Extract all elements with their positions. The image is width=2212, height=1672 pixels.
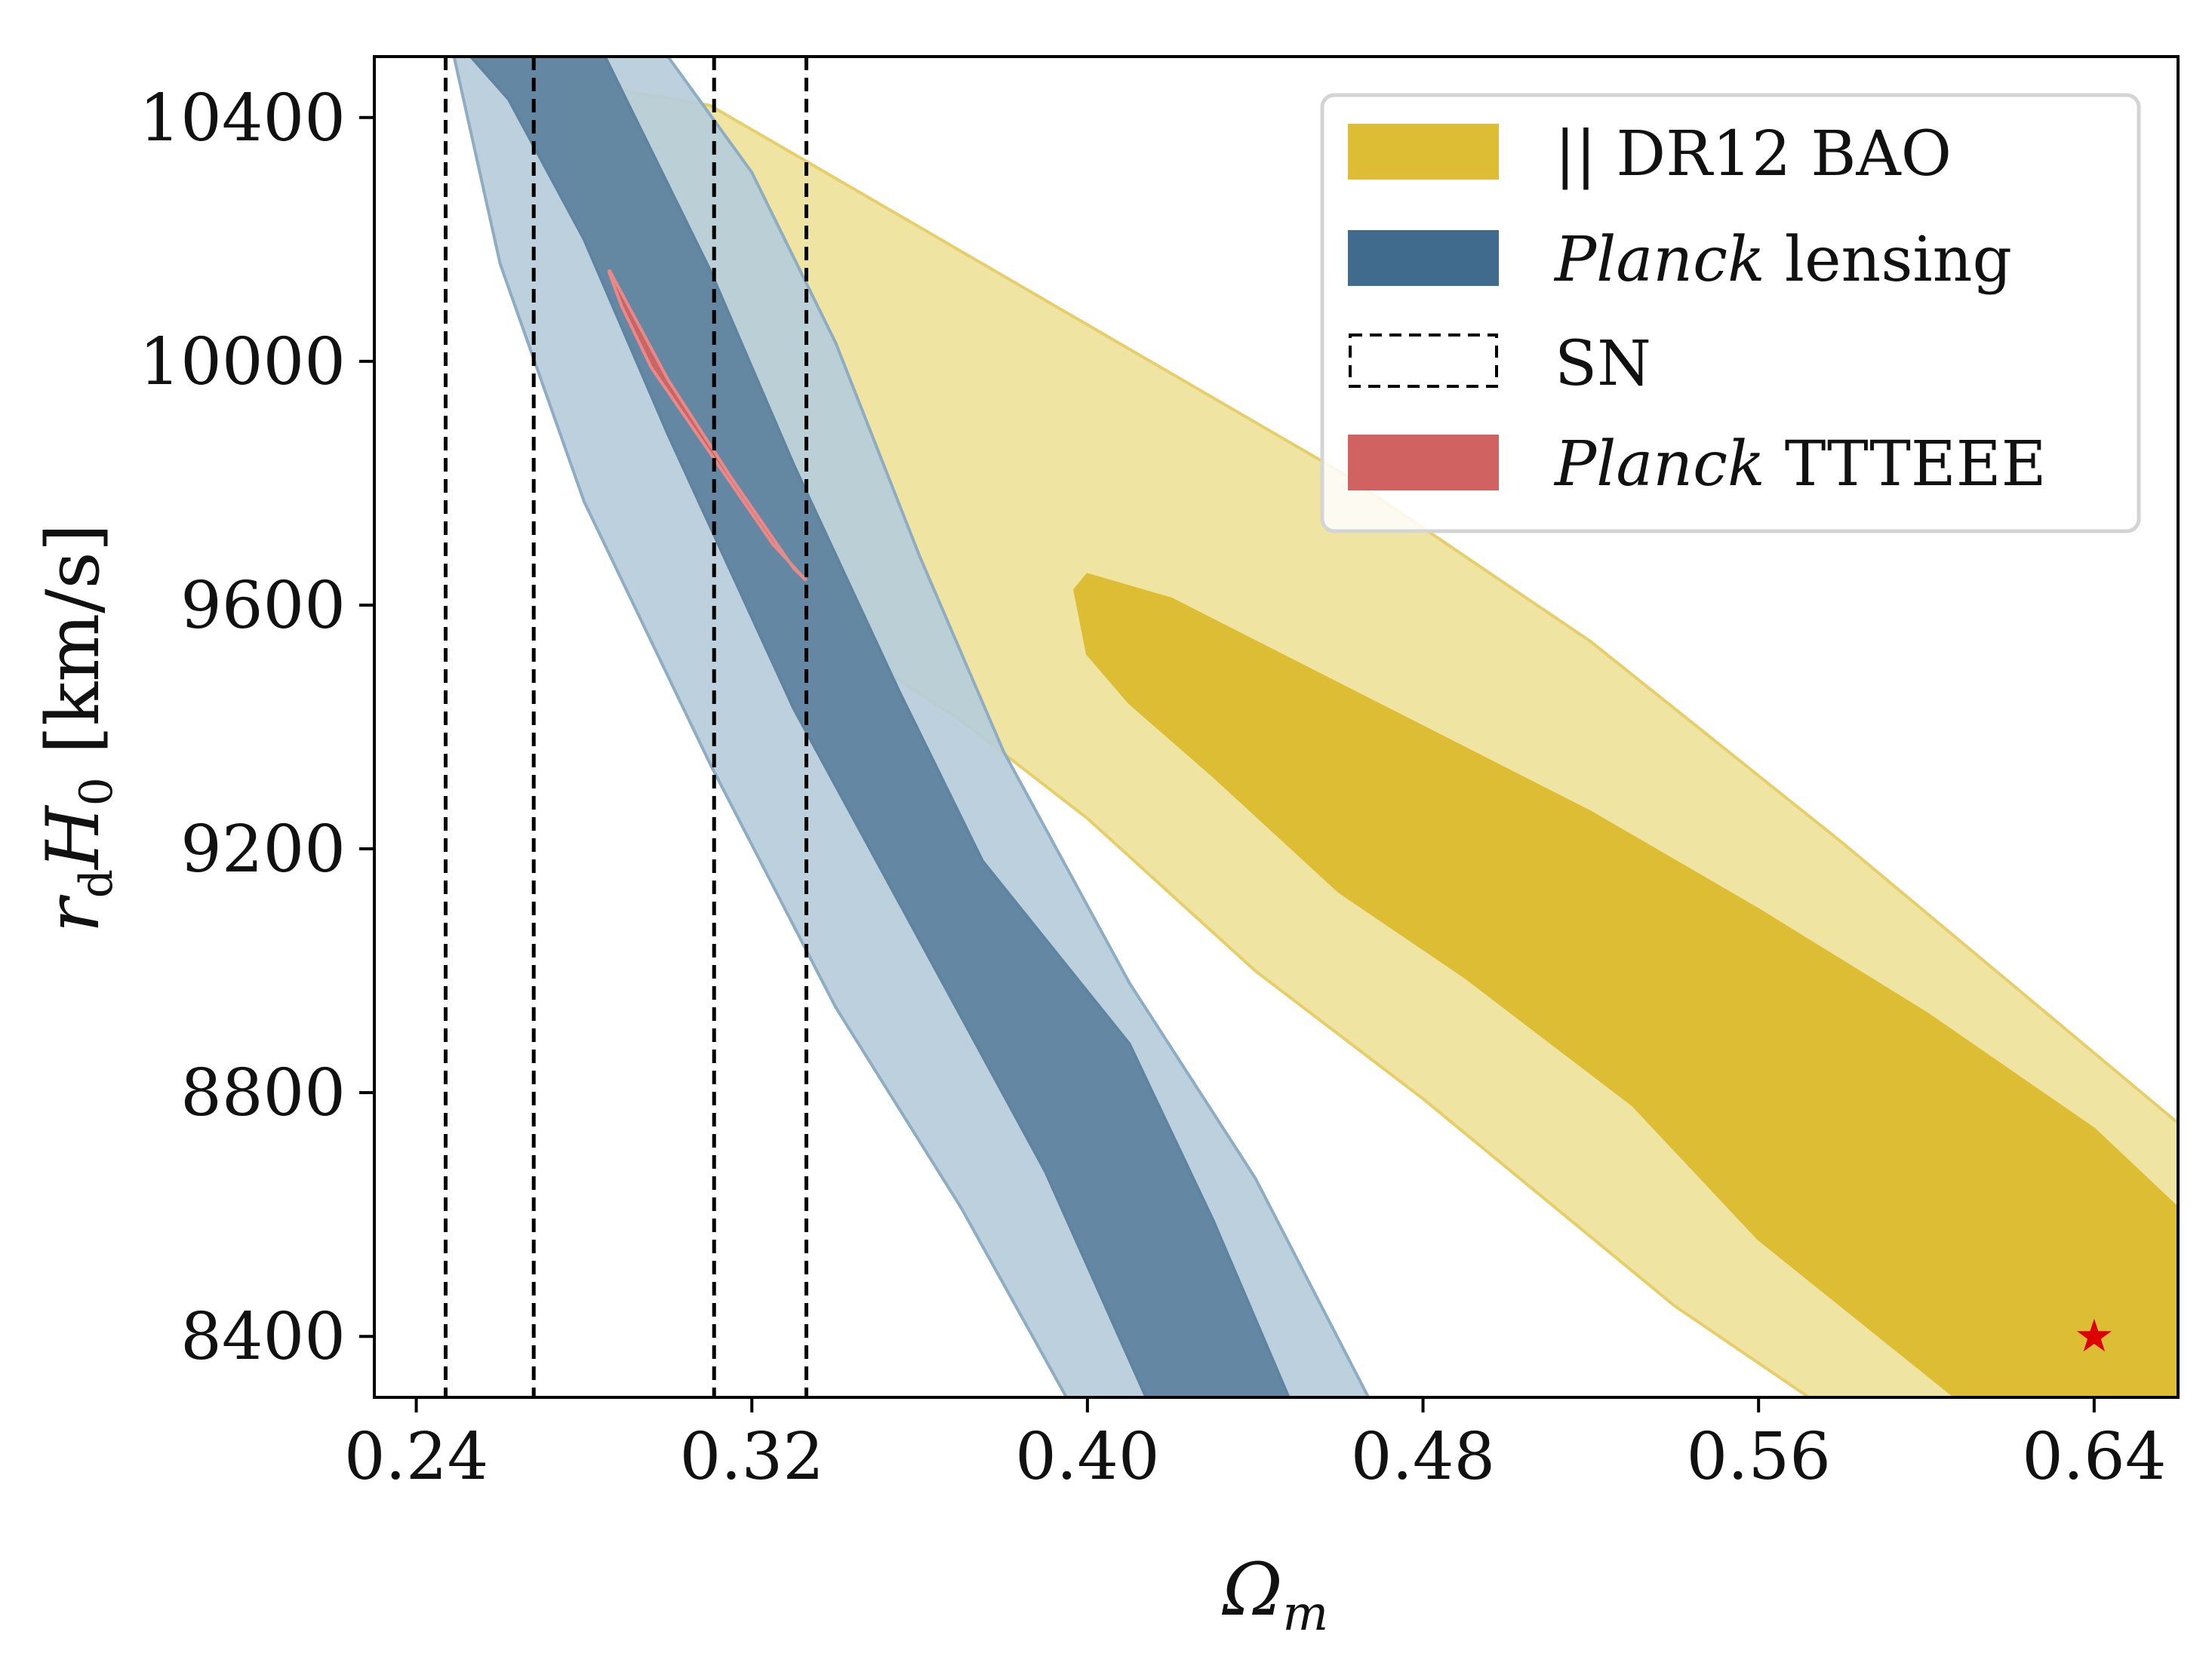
x-tick-label: 0.40 bbox=[1015, 1419, 1159, 1495]
y-tick-label: 8400 bbox=[180, 1299, 346, 1375]
contour-bao-inner bbox=[1073, 573, 2178, 1397]
legend-swatch-bao bbox=[1348, 124, 1499, 180]
legend-swatch-planck bbox=[1348, 435, 1499, 490]
legend-label-lensing: Planck lensing bbox=[1553, 224, 2012, 296]
x-axis-title: Ωm bbox=[1222, 1548, 1328, 1642]
legend-label-sn: SN bbox=[1555, 328, 1651, 400]
y-tick-label: 9200 bbox=[180, 812, 346, 887]
x-tick-label: 0.32 bbox=[679, 1419, 823, 1495]
x-tick-label: 0.24 bbox=[344, 1419, 488, 1495]
x-tick-label: 0.56 bbox=[1686, 1419, 1830, 1495]
sn-lines-layer bbox=[443, 57, 808, 1397]
y-tick-label: 10400 bbox=[139, 81, 346, 156]
y-tick-label: 8800 bbox=[180, 1056, 346, 1131]
marker-layer: ★ bbox=[2074, 1310, 2115, 1363]
legend-label-planck: Planck TTTEEE bbox=[1553, 429, 2046, 500]
y-axis-title: rdH0 [km/s] bbox=[31, 524, 123, 933]
contour-planck-tttEEE bbox=[608, 269, 808, 582]
plot-frame bbox=[373, 55, 2180, 1399]
x-axis: 0.24 0.32 0.40 0.48 0.56 0.64 bbox=[344, 1397, 2167, 1495]
contour-layer bbox=[452, 57, 2178, 1397]
y-axis: 8400 8800 9200 9600 10000 10400 bbox=[139, 81, 374, 1375]
x-tick-label: 0.64 bbox=[2022, 1419, 2166, 1495]
y-tick-label: 10000 bbox=[139, 324, 346, 400]
y-tick-label: 9600 bbox=[180, 568, 346, 644]
legend: || DR12 BAO Planck lensing SN Planck TTT… bbox=[1320, 93, 2141, 533]
x-tick-label: 0.48 bbox=[1351, 1419, 1495, 1495]
marker-star: ★ bbox=[2074, 1310, 2115, 1363]
legend-swatch-lensing bbox=[1348, 230, 1499, 286]
legend-box bbox=[1320, 93, 2141, 533]
legend-label-bao: || DR12 BAO bbox=[1555, 118, 1952, 190]
